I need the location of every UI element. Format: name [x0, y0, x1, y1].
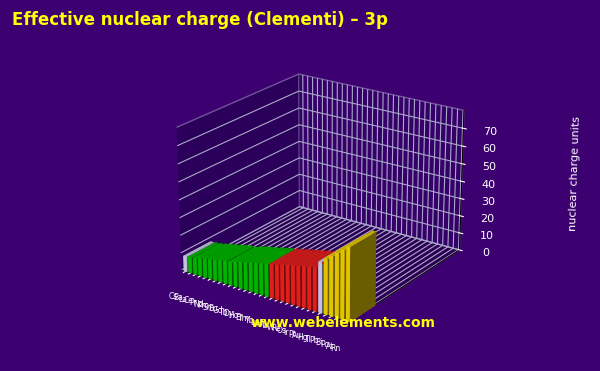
Text: www.webelements.com: www.webelements.com [251, 316, 436, 330]
Text: Effective nuclear charge (Clementi) – 3p: Effective nuclear charge (Clementi) – 3p [12, 11, 388, 29]
